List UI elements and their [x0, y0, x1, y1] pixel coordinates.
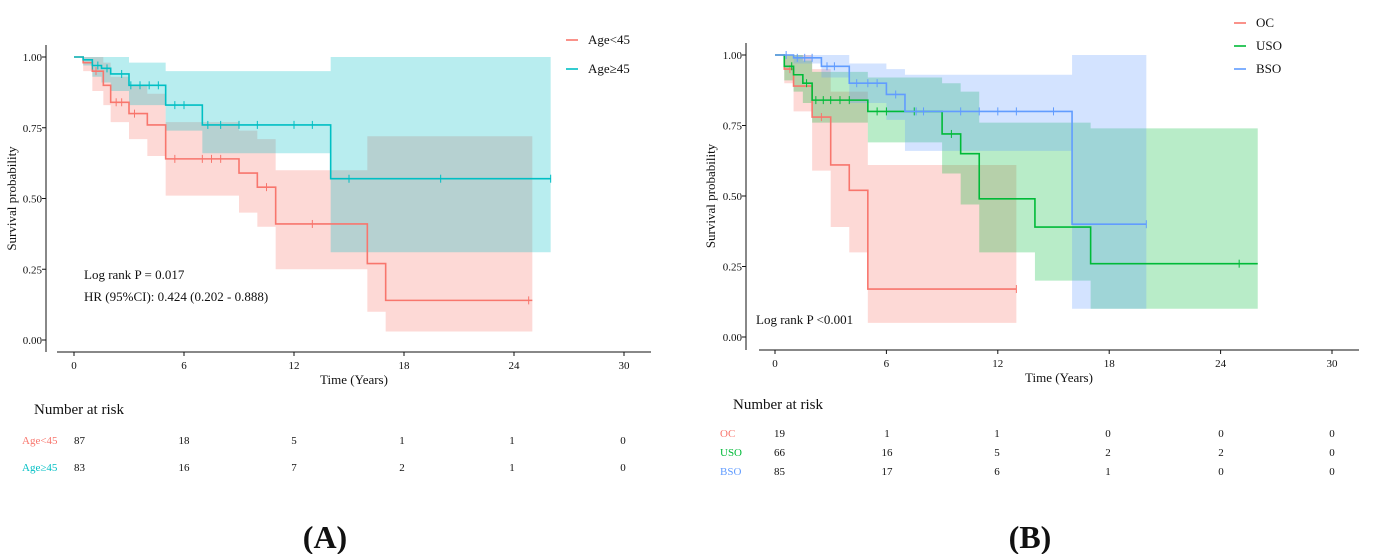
stat-annotation: Log rank P = 0.017 [84, 267, 185, 282]
risk-count: 17 [882, 466, 894, 478]
legend-label-uso: USO [1256, 38, 1282, 53]
x-tick-label: 18 [399, 360, 411, 372]
x-tick-label: 30 [619, 360, 631, 372]
risk-count: 16 [179, 462, 191, 474]
x-tick-label: 6 [884, 358, 890, 370]
stat-annotation: HR (95%CI): 0.424 (0.202 - 0.888) [84, 289, 268, 304]
y-tick-label: 0.25 [723, 262, 743, 274]
y-tick-label: 0.25 [23, 264, 43, 276]
risk-count: 0 [1218, 428, 1224, 440]
risk-table-title: Number at risk [733, 397, 823, 413]
risk-row-label: USO [720, 447, 742, 459]
risk-count: 1 [399, 435, 405, 447]
risk-count: 66 [774, 447, 786, 459]
risk-count: 0 [620, 462, 626, 474]
risk-count: 16 [882, 447, 894, 459]
ci-band-age<45 [74, 57, 533, 332]
x-axis-title: Time (Years) [1025, 370, 1093, 385]
x-tick-label: 6 [181, 360, 187, 372]
x-tick-label: 18 [1104, 358, 1116, 370]
legend-label-age≥45: Age≥45 [588, 61, 630, 76]
y-tick-label: 0.50 [723, 191, 743, 203]
risk-row-label: Age≥45 [22, 462, 58, 474]
panel-label: (B) [1009, 519, 1052, 554]
risk-count: 1 [509, 462, 515, 474]
risk-count: 83 [74, 462, 86, 474]
x-tick-label: 0 [71, 360, 77, 372]
y-tick-label: 0.75 [23, 123, 43, 135]
risk-count: 0 [1329, 466, 1335, 478]
risk-count: 2 [1218, 447, 1224, 459]
risk-count: 87 [74, 435, 86, 447]
legend-label-oc: OC [1256, 15, 1274, 30]
risk-row-label: BSO [720, 466, 741, 478]
risk-count: 85 [774, 466, 786, 478]
ci-band-oc [775, 55, 1017, 323]
x-tick-label: 12 [289, 360, 300, 372]
risk-row-label: Age<45 [22, 435, 58, 447]
y-tick-label: 0.00 [723, 332, 743, 344]
risk-count: 1 [994, 428, 1000, 440]
x-tick-label: 0 [772, 358, 778, 370]
legend-label-age<45: Age<45 [588, 32, 630, 47]
y-tick-label: 1.00 [23, 52, 43, 64]
x-axis-title: Time (Years) [320, 372, 388, 387]
x-tick-label: 24 [509, 360, 521, 372]
y-tick-label: 0.75 [723, 121, 743, 133]
risk-count: 5 [994, 447, 1000, 459]
risk-count: 7 [291, 462, 297, 474]
risk-count: 0 [1218, 466, 1224, 478]
risk-count: 18 [179, 435, 191, 447]
risk-count: 1 [1105, 466, 1111, 478]
y-tick-label: 0.50 [23, 194, 43, 206]
y-tick-label: 0.00 [23, 335, 43, 347]
risk-count: 19 [774, 428, 786, 440]
y-axis-title: Survival probability [703, 143, 718, 248]
risk-count: 1 [884, 428, 890, 440]
risk-count: 0 [1329, 447, 1335, 459]
risk-count: 2 [399, 462, 405, 474]
survival-curve-age≥45 [74, 56, 551, 180]
legend-label-bso: BSO [1256, 61, 1281, 76]
risk-count: 6 [994, 466, 1000, 478]
risk-count: 1 [509, 435, 515, 447]
x-tick-label: 30 [1327, 358, 1339, 370]
risk-count: 5 [291, 435, 297, 447]
y-axis-title: Survival probability [4, 146, 19, 251]
risk-row-label: OC [720, 428, 735, 440]
panel-label: (A) [303, 519, 347, 554]
stat-annotation: Log rank P <0.001 [756, 312, 853, 327]
risk-count: 0 [620, 435, 626, 447]
ci-band-uso [775, 55, 1258, 309]
risk-count: 0 [1105, 428, 1111, 440]
y-tick-label: 1.00 [723, 50, 743, 62]
risk-count: 2 [1105, 447, 1111, 459]
x-tick-label: 12 [992, 358, 1003, 370]
ci-band-bso [775, 55, 1147, 309]
risk-count: 0 [1329, 428, 1335, 440]
x-tick-label: 24 [1215, 358, 1227, 370]
risk-table-title: Number at risk [34, 402, 124, 418]
